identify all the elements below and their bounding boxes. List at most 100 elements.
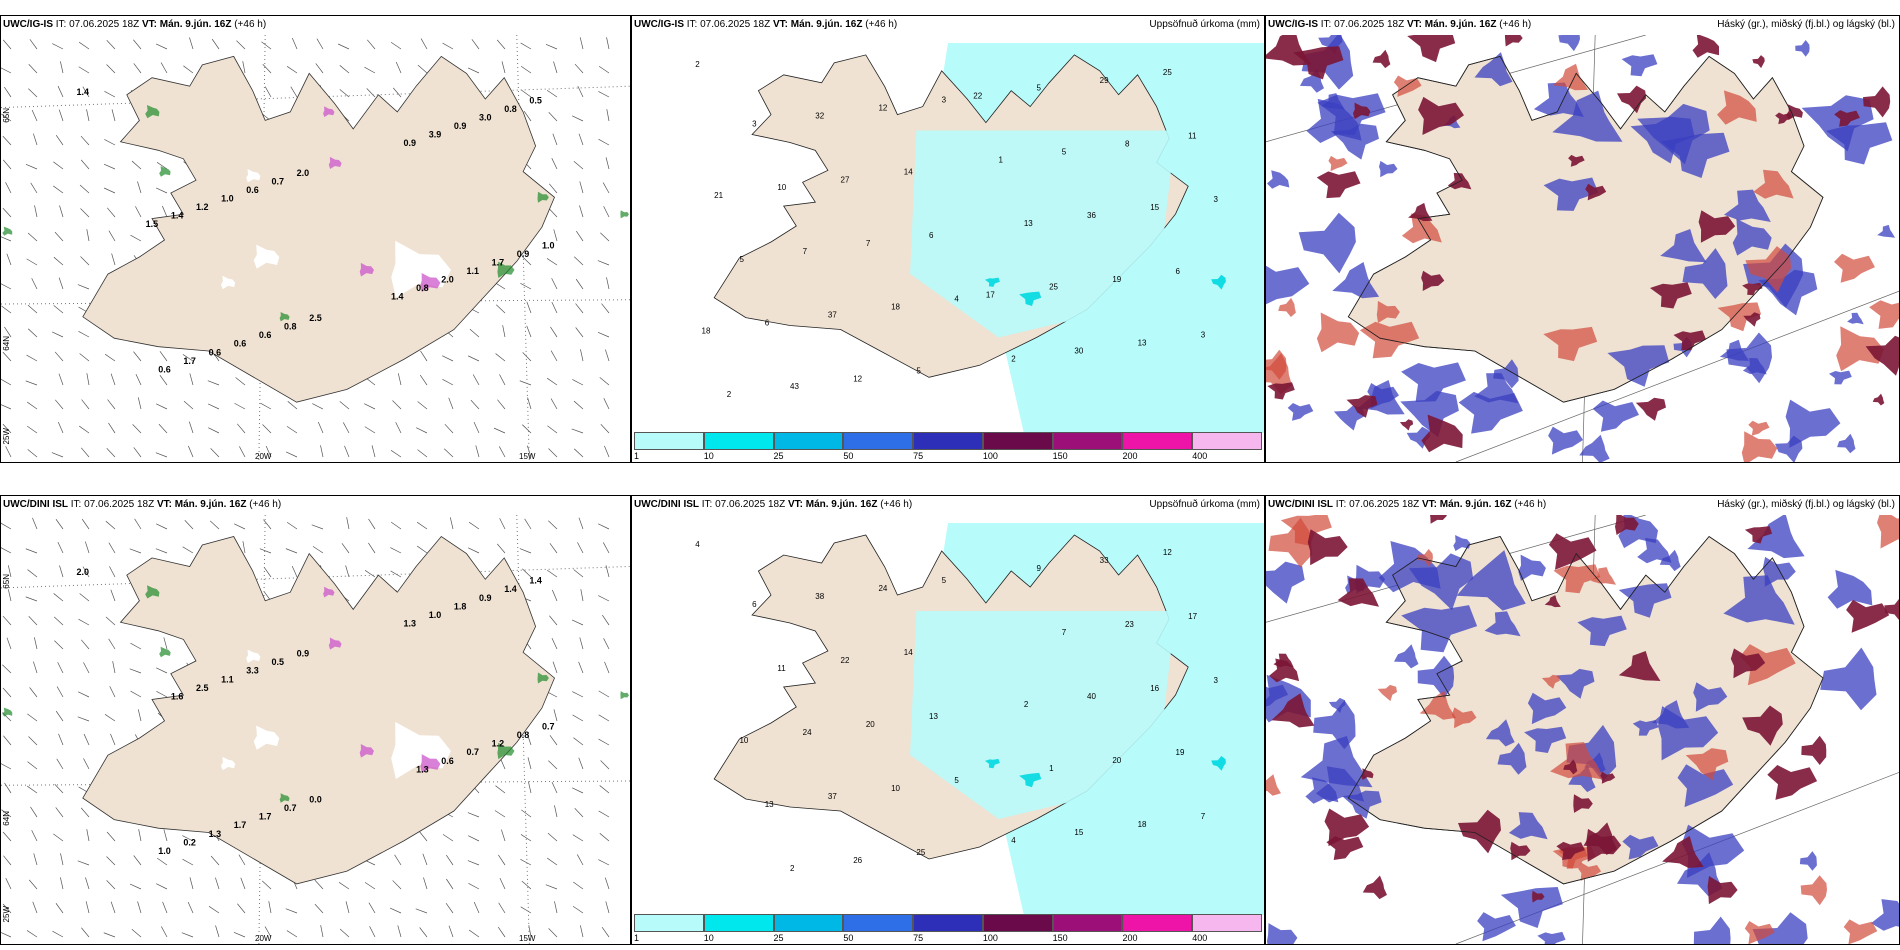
precip-value: 0.8 xyxy=(416,283,429,293)
precip-value: 2.0 xyxy=(441,275,454,285)
wind-barb xyxy=(259,548,272,554)
wind-barb xyxy=(28,64,38,74)
wind-barb xyxy=(571,428,584,434)
wind-barb xyxy=(181,932,194,938)
wind-barb xyxy=(493,427,506,434)
high-cloud xyxy=(1573,794,1593,813)
precip-value: 23 xyxy=(1125,620,1134,629)
high-cloud xyxy=(1353,102,1371,120)
product-title: Háský (gr.), miðský (fj.bl.) og lágský (… xyxy=(1717,19,1895,30)
mid-cloud xyxy=(1541,674,1560,689)
wind-barb xyxy=(468,521,480,530)
wind-barb xyxy=(55,807,64,818)
wind-barb xyxy=(155,548,168,554)
wind-barb xyxy=(2,687,12,698)
wind-barb xyxy=(109,566,116,578)
precip-value: 5 xyxy=(942,576,947,585)
wind-barb xyxy=(111,109,116,122)
low-cloud xyxy=(1508,812,1548,840)
precip-value: 2 xyxy=(1024,700,1029,709)
latitude-line xyxy=(1,85,630,109)
wind-barb xyxy=(187,901,194,914)
precip-value: 2 xyxy=(727,390,732,399)
high-cloud xyxy=(1307,529,1348,566)
precip-value: 1.0 xyxy=(221,194,234,204)
wind-barb xyxy=(156,523,168,530)
colorbar-swatch xyxy=(913,914,983,932)
mid-cloud xyxy=(1401,213,1442,244)
wind-barb xyxy=(291,37,298,50)
wind-barb xyxy=(422,853,428,866)
wind-barb xyxy=(390,41,402,50)
wind-barb xyxy=(236,40,246,50)
product-title: Háský (gr.), miðský (fj.bl.) og lágský (… xyxy=(1717,499,1895,510)
wind-barb xyxy=(129,668,142,674)
wind-barb xyxy=(3,735,12,746)
wind-barb xyxy=(264,926,272,938)
precip-value: 0.7 xyxy=(542,722,555,732)
high-cloud xyxy=(1271,693,1315,728)
wind-barb xyxy=(446,854,454,866)
wind-barb xyxy=(103,932,116,938)
wind-barb xyxy=(522,352,532,362)
wind-barb xyxy=(106,880,116,890)
low-cloud xyxy=(1524,726,1567,753)
colorbar-label: 75 xyxy=(913,451,924,461)
wind-barb xyxy=(53,593,64,602)
wind-barb xyxy=(468,547,480,554)
wind-barb xyxy=(548,928,558,938)
precip-value: 5 xyxy=(1036,84,1041,93)
high-cloud xyxy=(1872,393,1885,406)
wind-barb xyxy=(2,615,12,626)
wind-barb xyxy=(520,65,532,74)
low-cloud xyxy=(1394,644,1419,669)
wind-barb xyxy=(133,63,142,74)
wind-barb xyxy=(600,760,610,770)
wind-barb xyxy=(551,278,558,290)
wind-barb xyxy=(419,927,428,938)
low-cloud xyxy=(1266,561,1305,604)
high-cloud xyxy=(1407,35,1456,63)
low-cloud xyxy=(1829,370,1852,385)
precip-value: 9 xyxy=(1036,564,1041,573)
wind-barb xyxy=(234,523,246,530)
precip-value: 20 xyxy=(1112,756,1121,765)
high-cloud xyxy=(1430,515,1447,524)
wind-barb xyxy=(25,163,38,170)
high-cloud xyxy=(1346,395,1378,418)
wind-barb xyxy=(81,927,90,938)
precip-area xyxy=(420,754,441,774)
precip-value: 0.9 xyxy=(454,121,467,131)
wind-barb xyxy=(341,543,350,554)
low-cloud xyxy=(1558,35,1580,52)
wind-barb xyxy=(27,304,38,314)
wind-barb xyxy=(189,877,194,890)
wind-barb xyxy=(189,37,194,50)
low-cloud xyxy=(1607,345,1670,387)
precip-value: 40 xyxy=(1087,692,1096,701)
low-cloud xyxy=(1401,362,1466,402)
precip-value: 5 xyxy=(916,366,921,375)
wind-barb xyxy=(80,135,90,146)
low-cloud xyxy=(1762,556,1796,587)
wind-barb xyxy=(33,133,38,146)
wind-barb xyxy=(495,785,506,794)
precip-value: 11 xyxy=(1188,131,1197,140)
precip-area xyxy=(323,106,335,118)
wind-barb xyxy=(1,404,12,410)
wind-barb xyxy=(526,301,532,314)
wind-barb xyxy=(473,421,480,434)
wind-barb xyxy=(56,686,64,698)
wind-barb xyxy=(2,351,12,362)
precip-value: 1.3 xyxy=(404,619,417,629)
low-cloud xyxy=(1621,54,1658,77)
wind-barb xyxy=(290,86,298,98)
map-wind-precip: 1.4 2.5 1.0 2.0 0.5 0.8 0.9 0.7 0.8 0.6 1.7 0.6 3.0 0… xyxy=(1,35,630,462)
wind-barb xyxy=(603,398,610,410)
iceland-land xyxy=(82,55,555,403)
wind-barb xyxy=(467,860,480,866)
wind-barb xyxy=(31,830,38,842)
precip-value: 0.6 xyxy=(259,330,272,340)
high-cloud xyxy=(1269,658,1300,683)
wind-barb xyxy=(77,716,90,722)
